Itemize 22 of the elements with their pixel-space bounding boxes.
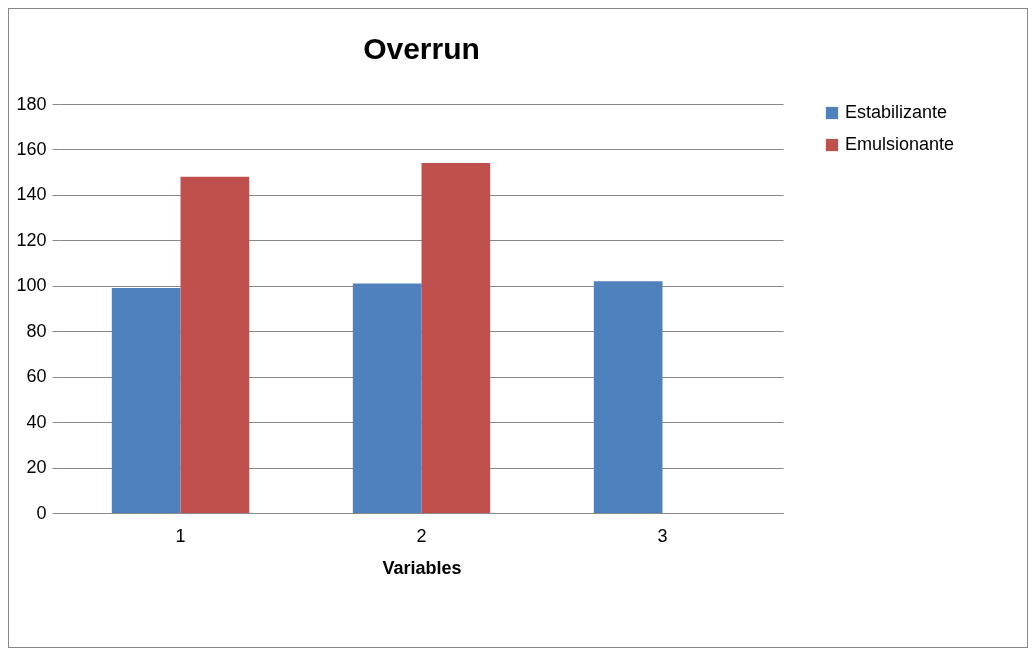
y-tick-label: 100 [16, 275, 47, 296]
x-tick-label: 2 [416, 525, 427, 546]
y-tick-label: 40 [26, 411, 47, 432]
y-tick-label: 60 [26, 366, 47, 387]
x-tick-label: 3 [657, 525, 668, 546]
bar [180, 176, 250, 513]
bar [421, 163, 491, 513]
y-tick-label: 80 [26, 320, 47, 341]
bar [352, 283, 422, 513]
y-tick-label: 140 [16, 184, 47, 205]
chart-title: Overrun [363, 32, 480, 65]
legend-label: Emulsionante [845, 134, 955, 154]
y-tick-label: 120 [16, 229, 47, 250]
y-tick-label: 180 [16, 93, 47, 114]
legend-label: Estabilizante [845, 102, 948, 122]
x-tick-label: 1 [175, 525, 186, 546]
y-tick-label: 0 [36, 502, 47, 523]
bar [111, 288, 181, 513]
y-tick-label: 20 [26, 457, 47, 478]
x-axis-title: Variables [382, 557, 462, 578]
y-tick-label: 160 [16, 138, 47, 159]
bar [593, 281, 663, 513]
